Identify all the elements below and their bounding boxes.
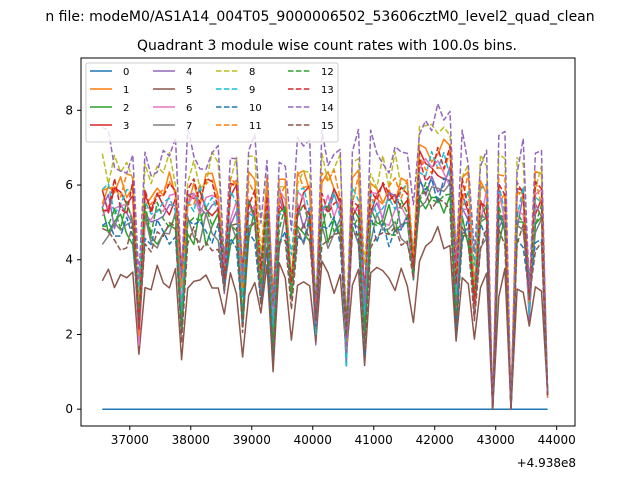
x-tick-label: 41000 [355, 433, 393, 447]
y-tick-label: 2 [65, 327, 73, 341]
series-line-5 [101, 225, 549, 410]
x-tick-label: 38000 [172, 433, 210, 447]
x-tick-label: 44000 [538, 433, 576, 447]
legend-label: 14 [321, 103, 334, 114]
y-tick-label: 6 [65, 178, 73, 192]
legend-item-1: 1 [90, 85, 129, 96]
legend-item-9: 9 [216, 85, 255, 96]
y-tick-label: 0 [65, 402, 73, 416]
axes-frame [80, 57, 576, 427]
legend-item-11: 11 [216, 121, 262, 132]
legend-label: 8 [249, 67, 255, 78]
legend-item-14: 14 [288, 103, 334, 114]
legend-label: 11 [249, 121, 262, 132]
x-tick-label: 43000 [477, 433, 515, 447]
legend-label: 10 [249, 103, 262, 114]
legend-label: 2 [123, 103, 129, 114]
legend-label: 4 [186, 67, 192, 78]
x-tick-label: 37000 [111, 433, 149, 447]
y-tick-label: 4 [65, 253, 73, 267]
legend-item-5: 5 [153, 85, 192, 96]
legend-item-7: 7 [153, 121, 192, 132]
legend-item-2: 2 [90, 103, 129, 114]
x-tick-label: 40000 [294, 433, 332, 447]
legend-item-4: 4 [153, 67, 192, 78]
x-axis: 37000 38000 39000 40000 41000 42000 43000 44000 [111, 426, 576, 447]
legend-label: 9 [249, 85, 255, 96]
legend-label: 15 [321, 121, 334, 132]
y-tick-label: 8 [65, 103, 73, 117]
legend-item-0: 0 [90, 67, 129, 78]
legend-label: 12 [321, 67, 334, 78]
legend-item-12: 12 [288, 67, 334, 78]
chart-title: Quadrant 3 module wise count rates with … [137, 38, 517, 54]
legend-item-15: 15 [288, 121, 334, 132]
legend-label: 1 [123, 85, 129, 96]
x-tick-label: 42000 [416, 433, 454, 447]
series-line-13 [102, 145, 549, 410]
y-axis: 0 2 4 6 8 [65, 103, 81, 416]
legend-item-8: 8 [216, 67, 255, 78]
legend-label: 6 [186, 103, 192, 114]
legend-label: 3 [123, 121, 129, 132]
legend-label: 13 [321, 85, 334, 96]
legend-label: 5 [186, 85, 192, 96]
legend-label: 0 [123, 67, 129, 78]
series-line-14 [101, 102, 549, 410]
legend-item-10: 10 [216, 103, 262, 114]
legend-item-13: 13 [288, 85, 334, 96]
x-offset-text: +4.938e8 [517, 456, 576, 470]
x-tick-label: 39000 [233, 433, 271, 447]
legend-label: 7 [186, 121, 192, 132]
series-layer [101, 102, 549, 410]
legend-item-6: 6 [153, 103, 192, 114]
legend-item-3: 3 [90, 121, 129, 132]
series-line-15 [101, 191, 549, 410]
chart-suptitle: n file: modeM0/AS1A14_004T05_9000006502_… [45, 9, 594, 25]
legend-frame [85, 62, 339, 143]
